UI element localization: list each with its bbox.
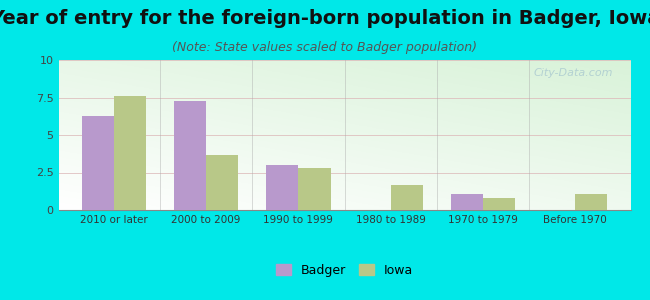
Text: (Note: State values scaled to Badger population): (Note: State values scaled to Badger pop… [172,40,478,53]
Bar [81,116,114,210]
Bar [174,100,206,210]
Bar [450,194,483,210]
Bar [114,96,146,210]
Bar [575,194,608,210]
Bar [298,168,331,210]
Text: Year of entry for the foreign-born population in Badger, Iowa: Year of entry for the foreign-born popul… [0,9,650,28]
Legend: Badger, Iowa: Badger, Iowa [271,259,418,282]
Bar [266,165,298,210]
Bar [206,154,239,210]
Bar [391,184,423,210]
Text: City-Data.com: City-Data.com [534,68,614,77]
Bar [483,198,515,210]
